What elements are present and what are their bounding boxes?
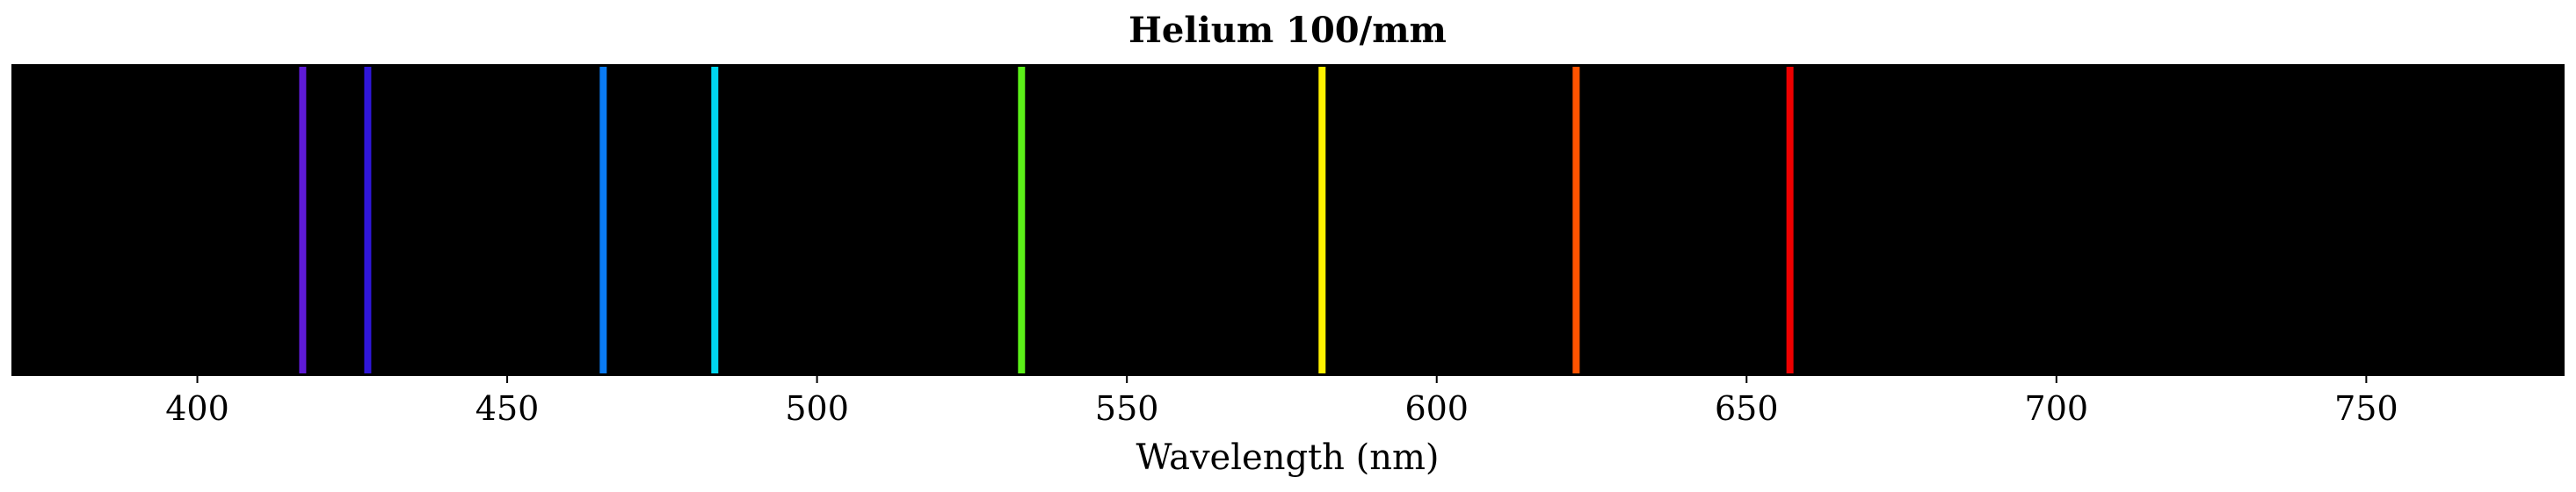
spectral-line <box>1318 67 1326 373</box>
spectral-line <box>1018 67 1026 373</box>
chart-title: Helium 100/mm <box>1128 10 1447 51</box>
spectral-line <box>364 67 372 373</box>
spectral-line <box>1572 67 1580 373</box>
x-tick-label: 650 <box>1715 389 1779 428</box>
spectral-lines <box>299 67 1794 373</box>
spectral-line <box>599 67 607 373</box>
x-tick-label: 400 <box>165 389 229 428</box>
spectral-line <box>299 67 307 373</box>
x-tick-label: 600 <box>1404 389 1469 428</box>
x-tick-label: 700 <box>2025 389 2089 428</box>
x-tick-label: 750 <box>2334 389 2398 428</box>
spectral-line <box>711 67 719 373</box>
x-axis-ticks: 400 450 500 550 600 650 700 750 <box>165 376 2398 428</box>
x-axis-label: Wavelength (nm) <box>1136 438 1439 478</box>
x-tick-label: 550 <box>1095 389 1159 428</box>
spectral-line <box>1786 67 1794 373</box>
plot-area <box>11 64 2565 376</box>
x-tick-label: 450 <box>475 389 540 428</box>
x-tick-label: 500 <box>785 389 849 428</box>
